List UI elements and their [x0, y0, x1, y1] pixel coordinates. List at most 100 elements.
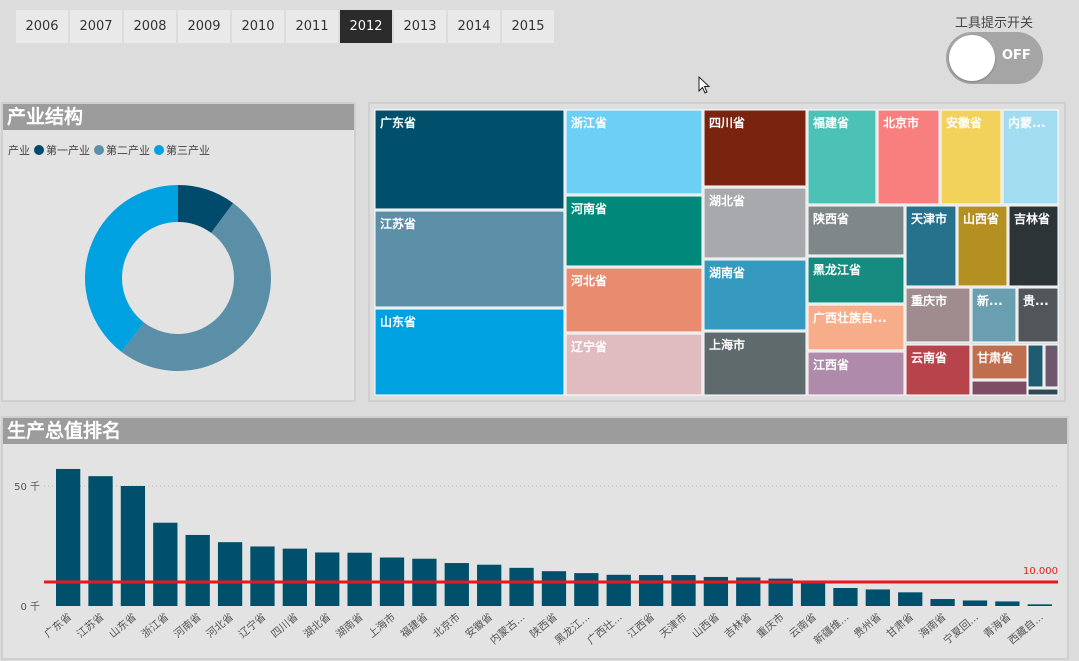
treemap-tile[interactable]: 天津市: [905, 205, 957, 287]
treemap-tile[interactable]: 山西省: [957, 205, 1008, 287]
legend-item[interactable]: 第三产业: [154, 142, 210, 158]
bar[interactable]: [315, 552, 340, 606]
treemap-tile[interactable]: 四川省: [703, 109, 807, 187]
treemap-tile[interactable]: 福建省: [807, 109, 877, 205]
donut-legend: 产业 第一产业 第二产业 第三产业: [8, 142, 210, 158]
treemap-tile[interactable]: 吉林省: [1008, 205, 1059, 287]
year-button-2012[interactable]: 2012: [340, 10, 392, 43]
treemap-tile-rect: [565, 195, 703, 267]
treemap-tile[interactable]: [971, 380, 1028, 396]
treemap-tile-rect: [957, 205, 1008, 287]
treemap-tile[interactable]: 广西壮族自...: [807, 304, 905, 351]
donut-slice-1[interactable]: [178, 185, 234, 233]
bar[interactable]: [56, 468, 81, 606]
treemap-tile[interactable]: 陕西省: [807, 205, 905, 256]
x-tick-label: 江西省: [625, 610, 657, 640]
treemap-tile[interactable]: 新...: [971, 287, 1017, 343]
bar[interactable]: [833, 588, 858, 606]
bar[interactable]: [217, 542, 243, 606]
treemap-tile[interactable]: 上海市: [703, 331, 807, 396]
treemap-tile[interactable]: 山东省: [374, 308, 565, 396]
treemap-tile[interactable]: 内蒙...: [1002, 109, 1059, 205]
year-button-2014[interactable]: 2014: [448, 10, 500, 43]
bar[interactable]: [541, 571, 567, 606]
bar[interactable]: [930, 599, 955, 606]
treemap-tile-rect: [905, 205, 957, 287]
x-tick-label: 内蒙古...: [487, 610, 527, 647]
treemap-tile-rect: [1027, 344, 1044, 388]
treemap-tile[interactable]: 河南省: [565, 195, 703, 267]
treemap-tile[interactable]: 广东省: [374, 109, 565, 210]
treemap-tile[interactable]: [1044, 344, 1059, 388]
bar[interactable]: [1027, 604, 1052, 606]
x-tick-label: 江苏省: [74, 610, 106, 640]
treemap-tile[interactable]: 安徽省: [940, 109, 1002, 205]
x-tick-label: 山东省: [106, 610, 138, 640]
treemap-tile-label: 四川省: [709, 115, 745, 130]
treemap-tile-label: 北京市: [883, 115, 919, 130]
donut-chart: [85, 185, 272, 372]
bar[interactable]: [185, 534, 210, 606]
bar[interactable]: [962, 600, 988, 606]
year-button-2006[interactable]: 2006: [16, 10, 68, 43]
bar[interactable]: [671, 575, 696, 606]
bar[interactable]: [153, 522, 178, 606]
legend-item[interactable]: 第一产业: [34, 142, 90, 158]
treemap-tile[interactable]: 江苏省: [374, 210, 565, 308]
treemap-tile-rect: [1002, 109, 1059, 205]
year-button-2013[interactable]: 2013: [394, 10, 446, 43]
bar[interactable]: [477, 564, 502, 606]
industry-structure-title: 产业结构: [3, 104, 354, 130]
bar[interactable]: [638, 575, 664, 606]
treemap-tile-rect: [1027, 388, 1059, 396]
tooltip-toggle[interactable]: OFF: [946, 32, 1043, 84]
bar[interactable]: [509, 567, 534, 606]
donut-slice-2[interactable]: [121, 203, 272, 372]
x-tick-label: 浙江省: [139, 610, 171, 640]
bar[interactable]: [250, 546, 275, 606]
treemap-tile[interactable]: [1027, 344, 1044, 388]
year-button-2010[interactable]: 2010: [232, 10, 284, 43]
toggle-knob[interactable]: [949, 35, 995, 81]
x-tick-label: 甘肃省: [884, 610, 916, 640]
treemap-tile-rect: [807, 304, 905, 351]
legend-label: 第三产业: [166, 144, 210, 157]
treemap-tile[interactable]: [1027, 388, 1059, 396]
treemap-tile-label: 湖北省: [709, 193, 745, 208]
treemap-tile[interactable]: 黑龙江省: [807, 256, 905, 304]
treemap-tile[interactable]: 重庆市: [905, 287, 971, 343]
treemap-tile-rect: [703, 109, 807, 187]
bar[interactable]: [865, 589, 890, 606]
bar[interactable]: [120, 486, 146, 606]
treemap-tile[interactable]: 江西省: [807, 351, 905, 396]
treemap-tile[interactable]: 云南省: [905, 344, 971, 396]
x-tick-label: 辽宁省: [236, 610, 268, 640]
bar[interactable]: [898, 592, 923, 606]
treemap-tile[interactable]: 浙江省: [565, 109, 703, 195]
treemap-tile[interactable]: 湖北省: [703, 187, 807, 259]
year-button-2011[interactable]: 2011: [286, 10, 338, 43]
legend-item[interactable]: 第二产业: [94, 142, 150, 158]
gdp-ranking-title: 生产总值排名: [3, 418, 1067, 444]
bar[interactable]: [88, 476, 113, 606]
year-button-2007[interactable]: 2007: [70, 10, 122, 43]
treemap-tile[interactable]: 河北省: [565, 267, 703, 333]
year-button-2015[interactable]: 2015: [502, 10, 554, 43]
year-button-2009[interactable]: 2009: [178, 10, 230, 43]
treemap-tile[interactable]: 贵...: [1017, 287, 1059, 343]
bar[interactable]: [574, 573, 599, 606]
bar[interactable]: [606, 574, 631, 606]
treemap-tile[interactable]: 湖南省: [703, 259, 807, 331]
treemap-tile[interactable]: 北京市: [877, 109, 940, 205]
bar[interactable]: [444, 563, 469, 606]
bar[interactable]: [347, 552, 372, 606]
year-button-2008[interactable]: 2008: [124, 10, 176, 43]
donut-slice-3[interactable]: [85, 185, 178, 352]
x-tick-label: 新疆维...: [811, 610, 851, 647]
treemap-tile-rect: [374, 308, 565, 396]
bar[interactable]: [282, 548, 307, 606]
treemap-tile[interactable]: 甘肃省: [971, 344, 1028, 380]
treemap-tile[interactable]: 辽宁省: [565, 333, 703, 396]
bar[interactable]: [995, 601, 1020, 606]
bar[interactable]: [800, 581, 826, 606]
